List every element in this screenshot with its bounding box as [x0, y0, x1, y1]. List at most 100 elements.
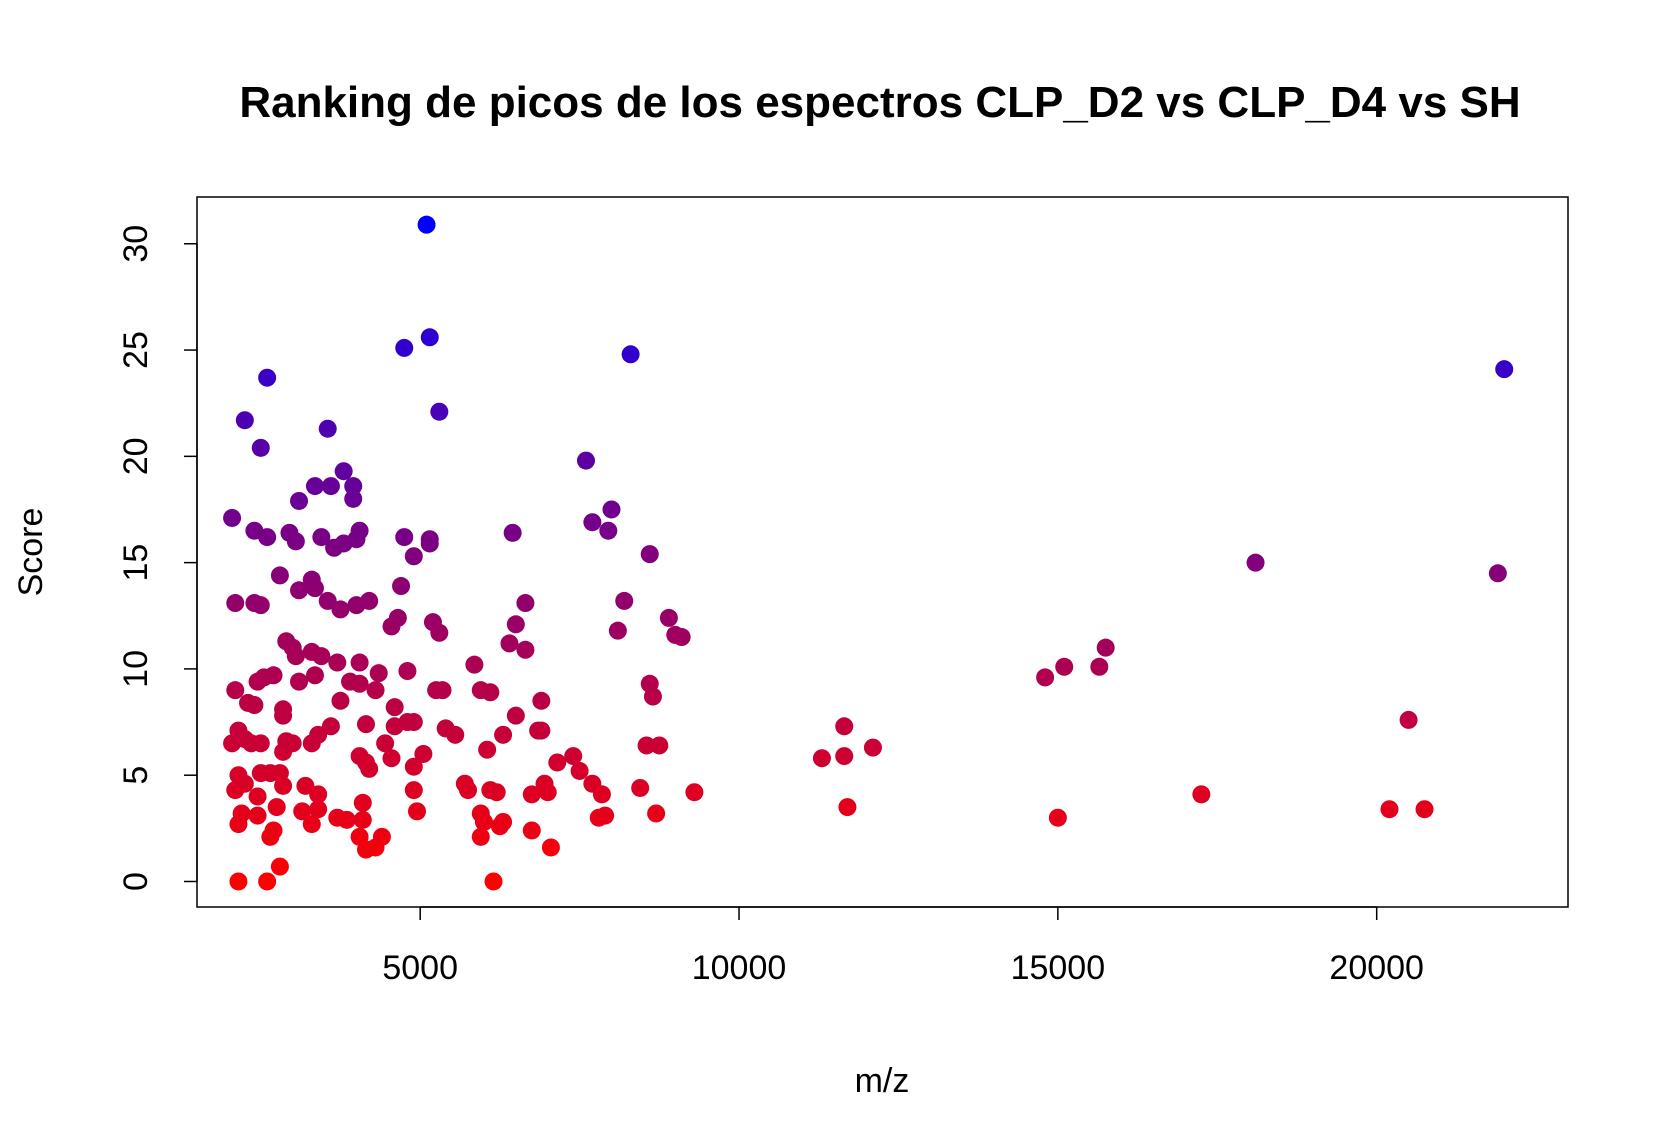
data-point [471, 827, 490, 846]
data-point [223, 508, 242, 527]
data-point [305, 477, 324, 496]
data-point [293, 802, 312, 821]
data-point [350, 653, 369, 672]
data-point [229, 872, 248, 891]
data-point [481, 683, 500, 702]
data-point [500, 634, 519, 653]
data-point [404, 757, 423, 776]
data-point [430, 402, 449, 421]
data-point [270, 566, 289, 585]
data-point [478, 740, 497, 759]
data-point [290, 491, 309, 510]
data-point [538, 783, 557, 802]
data-point [420, 328, 439, 347]
data-point [274, 776, 293, 795]
data-point [1192, 785, 1211, 804]
data-point [290, 581, 309, 600]
data-point [570, 761, 589, 780]
data-point [516, 640, 535, 659]
data-point [503, 523, 522, 542]
data-point [564, 747, 583, 766]
y-axis: 0 5 10 15 20 25 30 [117, 225, 198, 891]
y-tick-label: 20 [117, 437, 155, 475]
data-point [318, 591, 337, 610]
data-point [267, 798, 286, 817]
data-point [672, 628, 691, 647]
data-point [615, 591, 634, 610]
data-point [404, 547, 423, 566]
data-point [251, 596, 270, 615]
data-point [404, 713, 423, 732]
data-point [305, 579, 324, 598]
data-point [631, 778, 650, 797]
y-tick-label: 5 [117, 766, 155, 785]
data-point [392, 577, 411, 596]
data-point [1096, 638, 1115, 657]
data-point [395, 528, 414, 547]
data-point [599, 521, 618, 540]
y-tick-label: 10 [117, 650, 155, 688]
data-point [640, 545, 659, 564]
data-point [321, 477, 340, 496]
plot-frame [196, 196, 1569, 908]
data-point [522, 785, 541, 804]
data-point [494, 725, 513, 744]
data-point [1495, 360, 1514, 379]
data-point [388, 608, 407, 627]
data-point [356, 715, 375, 734]
data-point [621, 345, 640, 364]
data-point [270, 857, 289, 876]
data-point [637, 736, 656, 755]
data-point [541, 838, 560, 857]
data-point [290, 672, 309, 691]
data-point [353, 793, 372, 812]
data-point [548, 753, 567, 772]
data-point [232, 804, 251, 823]
data-point [258, 368, 277, 387]
data-point [494, 812, 513, 831]
data-point [433, 681, 452, 700]
data-point [350, 674, 369, 693]
data-point [583, 513, 602, 532]
y-axis-title: Score [12, 508, 50, 597]
data-point [385, 698, 404, 717]
x-tick-label: 10000 [692, 949, 787, 987]
data-point [360, 591, 379, 610]
data-point [274, 706, 293, 725]
data-point [1048, 808, 1067, 827]
data-point [331, 600, 350, 619]
data-point [264, 821, 283, 840]
data-point [1488, 564, 1507, 583]
chart-title: Ranking de picos de los espectros CLP_D2… [239, 78, 1520, 127]
data-point [1399, 710, 1418, 729]
data-point [430, 623, 449, 642]
data-point [602, 500, 621, 519]
data-point [235, 774, 254, 793]
data-point [312, 528, 331, 547]
data-point [395, 338, 414, 357]
data-point [592, 785, 611, 804]
data-point [286, 647, 305, 666]
data-point [264, 666, 283, 685]
data-point [404, 781, 423, 800]
data-point [835, 747, 854, 766]
data-point [643, 687, 662, 706]
x-tick-label: 20000 [1329, 949, 1424, 987]
data-point [608, 621, 627, 640]
data-point [305, 666, 324, 685]
data-point [838, 798, 857, 817]
data-point [812, 749, 831, 768]
data-point [312, 647, 331, 666]
data-point [372, 827, 391, 846]
x-axis-title: m/z [855, 1062, 910, 1100]
data-point [321, 717, 340, 736]
data-point [506, 706, 525, 725]
data-point [1380, 800, 1399, 819]
data-point [382, 749, 401, 768]
data-point [420, 534, 439, 553]
data-point [251, 438, 270, 457]
data-point [863, 738, 882, 757]
data-point [366, 681, 385, 700]
